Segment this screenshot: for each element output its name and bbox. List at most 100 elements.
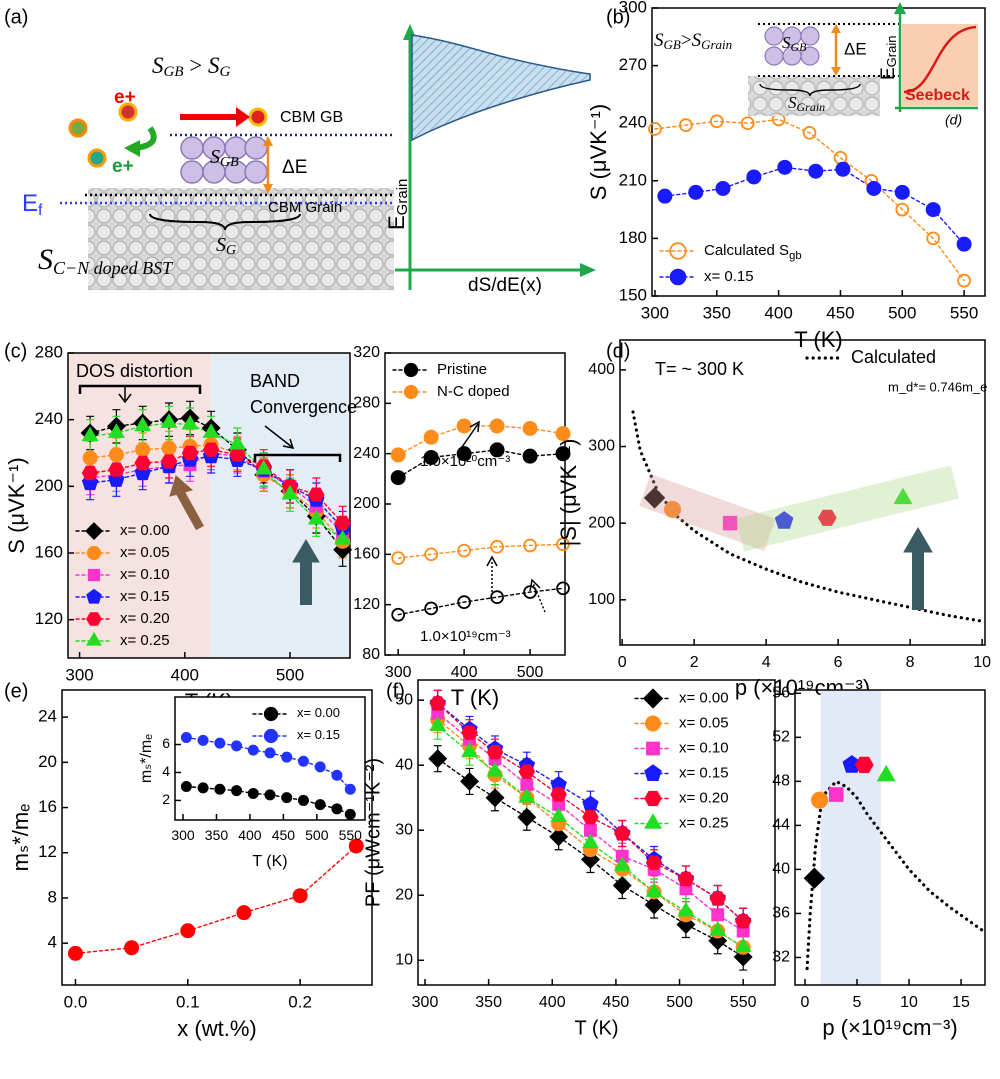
relation: SGB > SG <box>152 53 230 80</box>
marker <box>808 163 824 179</box>
decoration <box>264 425 293 448</box>
marker <box>556 581 570 596</box>
y-tick-label: 56 <box>772 685 790 702</box>
g-label: SG <box>216 234 236 259</box>
marker <box>461 742 478 758</box>
marker <box>550 787 567 802</box>
y-tick-label: 240 <box>35 409 63 428</box>
marker <box>197 734 209 746</box>
marker <box>518 764 536 779</box>
marker <box>82 450 98 466</box>
x-axis-label: p (×10¹⁹cm⁻³) <box>822 1015 957 1040</box>
marker <box>107 423 125 438</box>
x-tick-label: 5 <box>853 994 862 1011</box>
marker <box>334 515 351 531</box>
y-tick-label: 44 <box>772 817 790 834</box>
marker <box>231 785 243 797</box>
marker <box>228 434 246 450</box>
legend-marker <box>644 764 662 781</box>
y-tick-label: 120 <box>353 596 380 613</box>
marker <box>523 538 537 553</box>
legend-marker <box>642 688 664 709</box>
marker <box>522 448 538 464</box>
inset-shade <box>902 24 978 106</box>
y-tick-label: 30 <box>395 821 413 838</box>
decoration <box>292 539 320 563</box>
decoration <box>903 527 933 553</box>
marker <box>231 740 243 752</box>
marker <box>197 782 209 794</box>
marker <box>490 590 504 604</box>
x-tick-label: 10 <box>900 994 918 1011</box>
plot-frame <box>651 7 986 297</box>
y-tick-label: 200 <box>353 495 380 512</box>
marker <box>489 442 505 458</box>
marker <box>181 414 199 430</box>
marker <box>264 789 276 801</box>
marker <box>803 867 826 889</box>
legend-label: Calculated <box>851 347 936 367</box>
y-axis-label: S (μVK⁻¹) <box>4 457 29 553</box>
marker <box>688 184 704 200</box>
marker <box>124 940 140 956</box>
marker <box>490 539 504 554</box>
legend-label: x= 0.15 <box>704 268 754 285</box>
marker <box>424 601 439 616</box>
marker <box>236 905 252 921</box>
cbm-grain: CBM Grain <box>268 199 342 216</box>
arrow-head <box>894 2 906 14</box>
legend-text: x= 0.10 <box>120 566 170 583</box>
plot-frame <box>67 352 351 659</box>
marker <box>556 537 570 552</box>
marker <box>582 833 599 849</box>
legend-sub: gb <box>789 250 802 262</box>
series-line <box>89 448 344 524</box>
y-tick-label: 280 <box>35 342 63 361</box>
x-tick-label: 6 <box>834 654 843 671</box>
y-tick-label: 20 <box>38 752 57 771</box>
x-tick-label: 500 <box>517 664 544 681</box>
marker <box>160 413 178 428</box>
x-axis-label: dS/dE(x) <box>468 275 542 296</box>
arrow-head <box>263 184 273 194</box>
marker <box>390 447 406 463</box>
marker <box>957 273 971 288</box>
x-tick-label: 450 <box>603 994 630 1011</box>
marker <box>180 732 192 744</box>
x-tick-label: 450 <box>826 304 854 323</box>
marker <box>331 769 343 781</box>
marker <box>161 440 177 456</box>
legend-text: Pristine <box>437 361 487 378</box>
gb-label: SGB <box>210 146 239 171</box>
marker <box>344 783 356 795</box>
marker <box>457 543 471 558</box>
x-tick-label: 4 <box>762 654 771 671</box>
x-tick-label: 0.2 <box>288 993 312 1012</box>
y-tick-label: 20 <box>395 886 413 903</box>
decoration <box>639 474 776 551</box>
decoration <box>169 475 194 497</box>
panel-label: (e) <box>4 680 28 702</box>
y-tick-label: 40 <box>772 861 790 878</box>
y-tick-label: 200 <box>588 514 615 531</box>
marker <box>297 755 309 767</box>
legend-marker <box>85 522 104 541</box>
marker <box>485 788 505 808</box>
marker <box>307 509 325 525</box>
legend-text: x= 0.15 <box>704 268 754 285</box>
marker <box>390 470 406 486</box>
legend-text: x= 0.15 <box>679 764 729 781</box>
marker <box>460 771 480 791</box>
x-tick-label: 550 <box>339 827 363 843</box>
marker <box>297 794 309 806</box>
series-line <box>397 543 564 559</box>
x-tick-label: 500 <box>666 994 693 1011</box>
marker <box>746 169 762 185</box>
marker <box>734 914 752 929</box>
x-tick-label: 300 <box>171 827 195 843</box>
decoration <box>282 438 295 449</box>
series-line <box>654 118 965 282</box>
delta-e: ΔE <box>844 39 867 58</box>
